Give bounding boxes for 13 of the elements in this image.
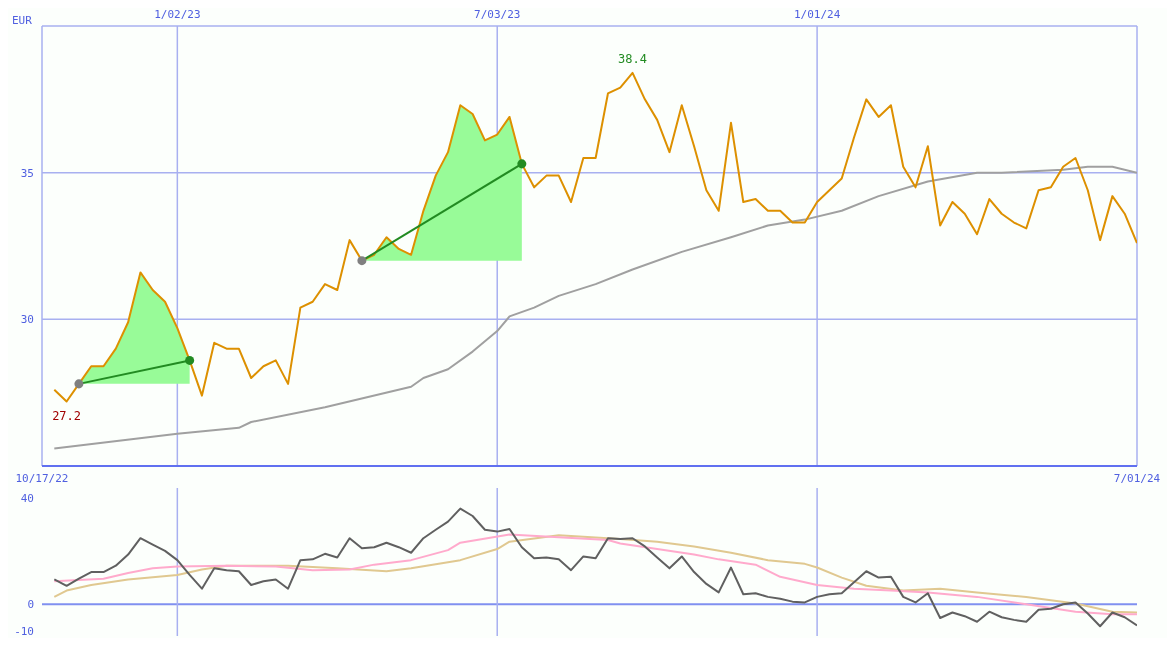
x-tick-label: 7/01/24 — [1113, 471, 1161, 485]
y-axis-title: EUR — [12, 14, 32, 27]
annotation: 38.4 — [618, 51, 648, 66]
y-tick-label: -10 — [14, 624, 34, 638]
x-tick-label: 10/17/22 — [15, 471, 69, 485]
x2-tick-label: 1/02/23 — [154, 8, 201, 21]
x2-tick-label: 7/03/23 — [474, 8, 521, 21]
y-tick-label: 35 — [20, 166, 34, 180]
annotation: 27.2 — [52, 408, 82, 423]
x2-tick-label: 1/01/24 — [793, 8, 841, 21]
y-tick-label: 30 — [20, 313, 34, 327]
y-tick-label: 0 — [27, 598, 34, 612]
y-tick-label: 40 — [20, 492, 34, 506]
